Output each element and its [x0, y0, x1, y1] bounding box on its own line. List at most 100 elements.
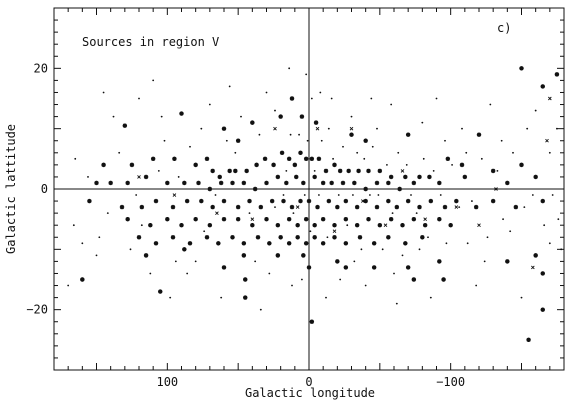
dot-marker: [483, 260, 486, 263]
dot-marker: [326, 236, 329, 239]
dot-marker: [386, 163, 388, 166]
dot-marker: [415, 212, 418, 215]
dot-marker: [435, 97, 438, 100]
star-marker: [540, 307, 545, 312]
dot-marker: [265, 91, 268, 94]
star-marker: [337, 168, 343, 174]
star-marker: [374, 180, 380, 186]
star-marker: [247, 198, 252, 204]
star-marker: [354, 204, 360, 210]
dot-marker: [174, 260, 177, 263]
dot-marker: [208, 103, 211, 106]
dot-marker: [98, 236, 101, 239]
star-marker: [340, 180, 346, 186]
dot-marker: [189, 145, 191, 148]
dot-marker: [327, 127, 330, 130]
dot-marker: [346, 224, 349, 227]
dot-marker: [258, 133, 261, 136]
star-marker: [405, 198, 411, 204]
dot-marker: [177, 176, 180, 178]
star-marker: [312, 223, 317, 228]
dot-marker: [186, 272, 189, 275]
star-marker: [554, 72, 560, 77]
dot-marker: [444, 139, 446, 142]
star-marker: [101, 162, 106, 168]
star-marker: [540, 271, 545, 276]
star-marker: [278, 235, 283, 240]
dot-marker: [363, 157, 366, 160]
dot-marker: [160, 115, 163, 118]
star-marker: [199, 198, 204, 204]
star-marker: [352, 180, 357, 186]
dot-marker: [81, 242, 84, 245]
star-marker: [343, 265, 349, 270]
dot-marker: [95, 254, 98, 257]
dot-marker: [305, 73, 308, 76]
star-marker: [264, 180, 269, 186]
star-marker: [250, 223, 255, 228]
star-marker: [204, 156, 210, 162]
star-marker: [303, 216, 309, 222]
star-marker: [540, 198, 545, 204]
dot-marker: [310, 97, 313, 100]
star-marker: [306, 198, 312, 204]
star-marker: [437, 259, 442, 264]
star-marker: [241, 241, 247, 246]
dot-marker: [303, 194, 306, 196]
star-marker: [519, 66, 524, 71]
dot-marker: [149, 272, 152, 275]
dot-marker: [152, 79, 155, 82]
dot-marker: [500, 139, 503, 142]
star-marker: [320, 241, 326, 246]
star-marker: [386, 235, 391, 240]
dot-marker: [439, 194, 442, 196]
star-marker: [363, 186, 368, 192]
dot-marker: [502, 218, 504, 221]
star-marker: [235, 216, 241, 222]
cross-marker: [531, 265, 535, 270]
star-marker: [526, 337, 531, 343]
y-tick-label: −20: [26, 303, 48, 317]
star-marker: [254, 162, 259, 168]
dot-marker: [466, 242, 469, 245]
dot-marker: [254, 260, 257, 263]
star-marker: [227, 168, 232, 174]
star-marker: [243, 295, 248, 300]
star-marker: [207, 223, 213, 228]
dot-marker: [106, 212, 109, 215]
cross-marker: [172, 193, 177, 197]
star-marker: [356, 168, 361, 174]
star-marker: [210, 204, 215, 210]
star-marker: [289, 204, 295, 210]
dot-marker: [313, 170, 316, 172]
dot-marker: [288, 67, 291, 70]
dot-marker: [432, 170, 435, 172]
star-marker: [221, 216, 227, 222]
star-marker: [286, 156, 292, 162]
dot-marker: [557, 218, 560, 221]
star-marker: [403, 241, 408, 246]
star-marker: [255, 235, 261, 240]
star-marker: [349, 132, 354, 137]
star-marker: [275, 223, 281, 228]
star-marker: [258, 204, 264, 210]
cross-marker: [273, 126, 277, 131]
star-marker: [309, 156, 315, 162]
dot-marker: [534, 109, 537, 112]
dot-marker: [337, 194, 340, 196]
star-marker: [335, 204, 340, 210]
dot-marker: [301, 278, 303, 281]
star-marker: [241, 180, 247, 186]
star-marker: [332, 223, 337, 228]
dot-marker: [377, 194, 380, 196]
dot-marker: [548, 151, 551, 154]
dot-marker: [306, 139, 309, 142]
dot-marker: [72, 224, 75, 227]
star-marker: [371, 241, 377, 246]
dot-marker: [531, 194, 534, 196]
dot-marker: [298, 133, 300, 136]
dot-marker: [523, 206, 526, 209]
cross-marker: [349, 126, 354, 131]
star-marker: [87, 198, 92, 204]
data-points: [67, 66, 563, 343]
